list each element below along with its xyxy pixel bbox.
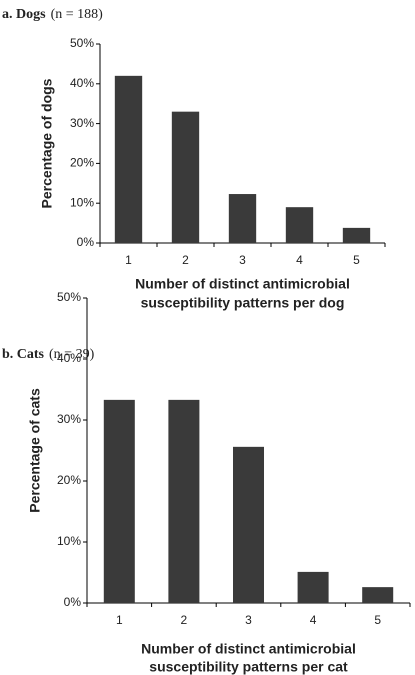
x-tick-label: 4 bbox=[296, 253, 303, 267]
x-tick-label: 3 bbox=[245, 613, 252, 627]
chart-title: a. Dogs bbox=[2, 7, 46, 22]
y-axis-label: Percentage of cats bbox=[27, 388, 43, 513]
bar bbox=[362, 587, 394, 603]
chart-title: b. Cats bbox=[2, 347, 45, 362]
bar bbox=[168, 399, 200, 603]
y-tick-label: 40% bbox=[57, 351, 81, 365]
bar bbox=[103, 399, 135, 603]
bar bbox=[171, 111, 200, 243]
y-tick-label: 20% bbox=[70, 156, 94, 170]
y-tick-label: 40% bbox=[70, 76, 94, 90]
x-axis-label: susceptibility patterns per cat bbox=[149, 659, 348, 675]
y-tick-label: 20% bbox=[57, 473, 81, 487]
chart-subtitle: (n = 39) bbox=[49, 347, 95, 362]
y-tick-label: 10% bbox=[57, 534, 81, 548]
bar bbox=[228, 194, 257, 243]
y-tick-label: 30% bbox=[57, 412, 81, 426]
x-axis-label: Number of distinct antimicrobial bbox=[135, 276, 350, 292]
x-tick-label: 5 bbox=[374, 613, 381, 627]
y-tick-label: 50% bbox=[70, 36, 94, 50]
y-tick-label: 0% bbox=[77, 235, 95, 249]
x-tick-label: 2 bbox=[181, 613, 188, 627]
x-tick-label: 4 bbox=[310, 613, 317, 627]
bar bbox=[232, 446, 265, 603]
x-tick-label: 2 bbox=[182, 253, 189, 267]
y-axis-label: Percentage of dogs bbox=[39, 78, 55, 208]
y-tick-label: 30% bbox=[70, 116, 94, 130]
x-axis-label: Number of distinct antimicrobial bbox=[141, 641, 356, 657]
x-tick-label: 5 bbox=[353, 253, 360, 267]
bar bbox=[342, 227, 371, 243]
bar bbox=[297, 571, 329, 603]
x-tick-label: 1 bbox=[116, 613, 123, 627]
x-axis-label: susceptibility patterns per dog bbox=[141, 295, 345, 311]
chart-subtitle: (n = 188) bbox=[51, 7, 104, 22]
x-tick-label: 3 bbox=[239, 253, 246, 267]
y-tick-label: 50% bbox=[57, 290, 81, 304]
bar bbox=[285, 207, 314, 243]
y-tick-label: 10% bbox=[70, 195, 94, 209]
x-tick-label: 1 bbox=[125, 253, 132, 267]
y-tick-label: 0% bbox=[64, 595, 82, 609]
bar bbox=[114, 75, 143, 243]
